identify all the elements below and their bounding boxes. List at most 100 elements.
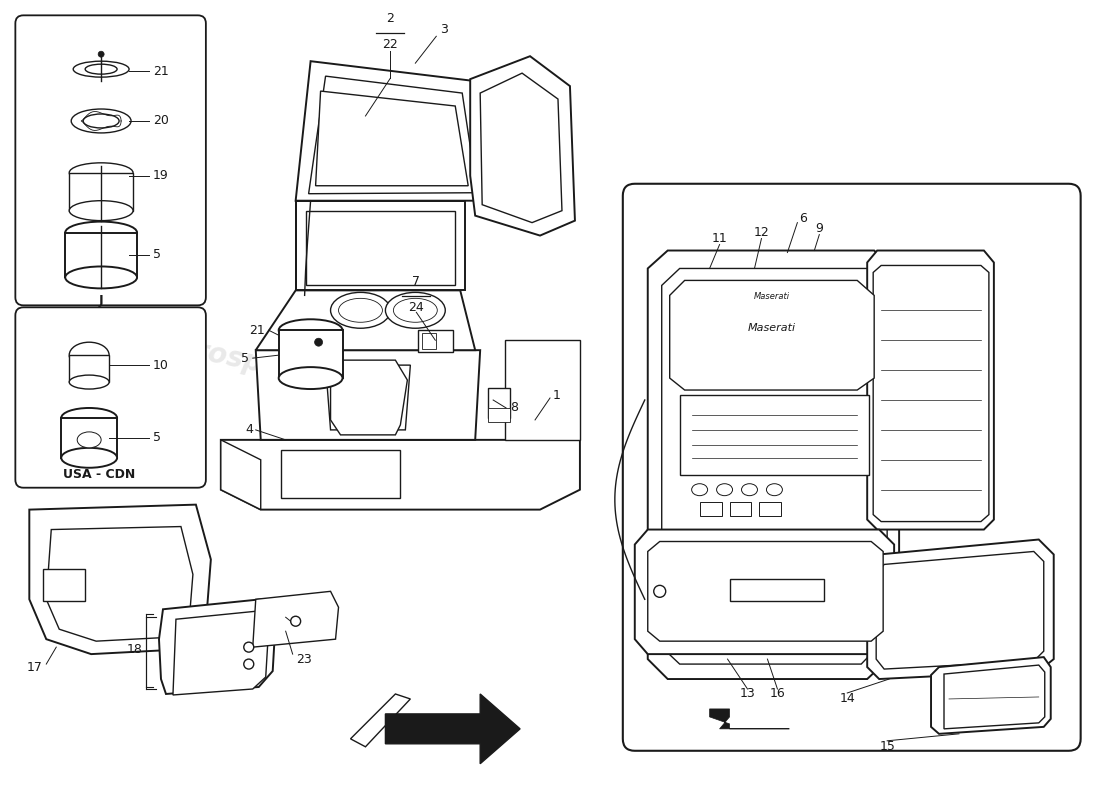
Bar <box>43 570 85 602</box>
Ellipse shape <box>85 64 117 74</box>
Text: 5: 5 <box>153 248 161 261</box>
Polygon shape <box>296 201 465 290</box>
Text: Maserati: Maserati <box>747 323 795 334</box>
Text: eurospares: eurospares <box>154 328 331 392</box>
Ellipse shape <box>62 448 117 468</box>
Ellipse shape <box>394 298 438 322</box>
Text: 19: 19 <box>153 170 168 182</box>
Polygon shape <box>662 269 887 664</box>
Polygon shape <box>309 76 477 194</box>
Ellipse shape <box>741 484 758 496</box>
Bar <box>422 334 437 349</box>
Polygon shape <box>69 355 109 382</box>
Text: 17: 17 <box>26 661 42 674</box>
Text: 8: 8 <box>510 402 518 414</box>
Ellipse shape <box>74 61 129 77</box>
Bar <box>700 502 722 515</box>
Text: 16: 16 <box>770 687 785 701</box>
FancyBboxPatch shape <box>15 15 206 306</box>
Polygon shape <box>221 440 580 510</box>
Text: 18: 18 <box>128 642 143 656</box>
Polygon shape <box>255 350 481 440</box>
Text: 7: 7 <box>412 275 420 288</box>
Text: 10: 10 <box>153 358 169 372</box>
Polygon shape <box>173 611 268 695</box>
Ellipse shape <box>69 201 133 221</box>
Text: 22: 22 <box>383 38 398 51</box>
Ellipse shape <box>692 484 707 496</box>
Ellipse shape <box>278 319 342 342</box>
Text: eurospares: eurospares <box>659 328 836 392</box>
Polygon shape <box>635 530 894 654</box>
Text: 23: 23 <box>296 653 311 666</box>
Ellipse shape <box>69 375 109 389</box>
Ellipse shape <box>290 616 300 626</box>
Text: 4: 4 <box>245 423 253 436</box>
Text: 15: 15 <box>879 740 895 754</box>
Ellipse shape <box>244 642 254 652</box>
Bar <box>488 388 510 418</box>
Polygon shape <box>160 599 276 694</box>
Polygon shape <box>253 591 339 647</box>
Bar <box>280 450 400 498</box>
Polygon shape <box>351 694 410 746</box>
Polygon shape <box>306 210 455 286</box>
Text: 12: 12 <box>754 226 769 239</box>
Polygon shape <box>331 360 407 435</box>
Polygon shape <box>931 657 1050 734</box>
Polygon shape <box>69 173 133 210</box>
Text: USA - CDN: USA - CDN <box>63 468 135 482</box>
Ellipse shape <box>331 292 390 328</box>
Text: 5: 5 <box>241 352 249 365</box>
Polygon shape <box>867 539 1054 679</box>
Ellipse shape <box>716 484 733 496</box>
Text: 24: 24 <box>408 302 425 314</box>
Text: 20: 20 <box>153 114 169 127</box>
Polygon shape <box>221 440 261 510</box>
Polygon shape <box>680 395 869 474</box>
Bar <box>729 579 824 602</box>
Ellipse shape <box>339 298 383 322</box>
Polygon shape <box>710 709 790 729</box>
Ellipse shape <box>62 408 117 428</box>
Text: Maserati: Maserati <box>754 292 790 302</box>
Polygon shape <box>481 73 562 222</box>
Text: 14: 14 <box>839 693 855 706</box>
Ellipse shape <box>84 114 119 128</box>
FancyBboxPatch shape <box>15 307 206 488</box>
Ellipse shape <box>278 367 342 389</box>
Polygon shape <box>867 250 994 530</box>
Polygon shape <box>648 542 883 641</box>
Polygon shape <box>670 281 874 390</box>
Ellipse shape <box>98 51 104 57</box>
Polygon shape <box>385 694 520 764</box>
Polygon shape <box>877 551 1044 669</box>
Text: 13: 13 <box>739 687 756 701</box>
Bar <box>759 502 781 515</box>
Polygon shape <box>278 330 342 378</box>
Polygon shape <box>326 365 410 430</box>
Text: J: J <box>99 294 103 307</box>
FancyBboxPatch shape <box>623 184 1080 750</box>
Ellipse shape <box>77 432 101 448</box>
Ellipse shape <box>65 222 138 243</box>
Text: 11: 11 <box>712 232 727 245</box>
Polygon shape <box>470 56 575 235</box>
Polygon shape <box>648 250 899 679</box>
Text: 3: 3 <box>440 22 448 36</box>
Text: 2: 2 <box>386 12 394 26</box>
Bar <box>729 502 751 515</box>
Polygon shape <box>62 418 117 458</box>
Ellipse shape <box>385 292 446 328</box>
Polygon shape <box>944 665 1045 729</box>
Text: 21: 21 <box>249 324 265 337</box>
Polygon shape <box>46 526 192 641</box>
Ellipse shape <box>72 109 131 133</box>
Polygon shape <box>255 290 475 350</box>
Polygon shape <box>30 505 211 654</box>
Ellipse shape <box>315 338 322 346</box>
Ellipse shape <box>653 586 666 598</box>
Bar <box>488 408 510 422</box>
Ellipse shape <box>767 484 782 496</box>
Text: 1: 1 <box>553 389 561 402</box>
